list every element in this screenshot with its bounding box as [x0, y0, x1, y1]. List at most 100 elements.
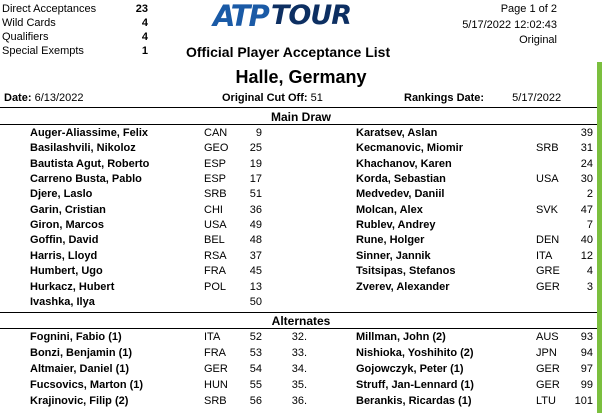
- player-country: JPN: [536, 347, 557, 359]
- player-name: Harris, Lloyd: [30, 249, 98, 262]
- player-name: Humbert, Ugo: [30, 265, 103, 278]
- player-rank: 45: [249, 265, 262, 278]
- player-rank: 12: [580, 249, 593, 262]
- player-rank: 97: [580, 363, 593, 375]
- player-country: GER: [204, 363, 228, 375]
- player-country: LTU: [536, 395, 556, 407]
- player-rank: 13: [249, 280, 262, 293]
- page-number: Page 1 of 2: [500, 3, 557, 15]
- player-rank: 49: [249, 219, 262, 232]
- player-country: GER: [536, 363, 560, 375]
- cutoff-value: 51: [310, 92, 323, 104]
- player-country: ITA: [204, 331, 221, 343]
- player-country: ITA: [536, 249, 553, 262]
- player-name: Djere, Laslo: [30, 188, 93, 201]
- player-name: Medvedev, Daniil: [356, 188, 445, 201]
- alternates-divider: [0, 328, 597, 329]
- player-name: Khachanov, Karen: [356, 157, 452, 170]
- player-country: GRE: [536, 265, 560, 278]
- date-label: Date:: [4, 92, 32, 104]
- rankings-date-value: 5/17/2022: [512, 92, 562, 104]
- player-country: CAN: [204, 127, 228, 139]
- count-label: Direct Acceptances: [2, 3, 97, 15]
- player-name: Zverev, Alexander: [356, 280, 450, 293]
- player-rank: 99: [580, 379, 593, 391]
- player-country: SRB: [204, 395, 227, 407]
- alternates-top-divider: [0, 312, 597, 313]
- count-label: Wild Cards: [2, 17, 56, 29]
- player-country: DEN: [536, 234, 560, 247]
- player-sequence: 33.: [291, 347, 307, 359]
- player-country: ESP: [204, 157, 227, 170]
- player-name: Bonzi, Benjamin (1): [30, 347, 133, 359]
- main-draw-heading: Main Draw: [270, 110, 331, 124]
- player-rank: 30: [580, 173, 593, 186]
- player-rank: 93: [580, 331, 593, 343]
- player-country: BEL: [204, 234, 225, 247]
- count-value: 23: [135, 3, 148, 15]
- player-name: Sinner, Jannik: [356, 249, 431, 262]
- player-name: Giron, Marcos: [30, 219, 104, 232]
- player-name: Hurkacz, Hubert: [30, 280, 115, 293]
- player-rank: 48: [249, 234, 262, 247]
- player-rank: 94: [580, 347, 593, 359]
- player-country: AUS: [536, 331, 559, 343]
- rankings-date-label: Rankings Date:: [404, 92, 485, 104]
- player-rank: 4: [586, 265, 593, 278]
- player-country: USA: [536, 173, 559, 186]
- player-rank: 52: [249, 331, 262, 343]
- player-sequence: 36.: [291, 395, 307, 407]
- count-value: 4: [141, 17, 148, 29]
- player-country: RSA: [204, 249, 227, 262]
- player-name: Millman, John (2): [356, 331, 446, 343]
- player-name: Fognini, Fabio (1): [30, 331, 122, 343]
- player-name: Rune, Holger: [356, 234, 425, 247]
- player-sequence: 35.: [291, 379, 307, 391]
- player-rank: 7: [586, 219, 593, 232]
- player-name: Garin, Cristian: [30, 203, 106, 216]
- player-name: Ivashka, Ilya: [30, 295, 95, 308]
- count-value: 4: [141, 31, 148, 43]
- player-name: Basilashvili, Nikoloz: [30, 142, 136, 155]
- player-name: Bautista Agut, Roberto: [30, 157, 150, 170]
- count-label: Qualifiers: [2, 31, 49, 43]
- player-rank: 25: [249, 142, 262, 155]
- alternates-heading: Alternates: [271, 314, 331, 328]
- logo-tour-text: TOUR: [271, 0, 352, 31]
- player-rank: 31: [580, 142, 593, 155]
- player-rank: 3: [586, 280, 593, 293]
- rankings-date: Rankings Date: 5/17/2022: [404, 92, 561, 104]
- player-rank: 50: [249, 295, 262, 308]
- player-rank: 51: [249, 188, 262, 201]
- player-name: Struff, Jan-Lennard (1): [356, 379, 474, 391]
- player-name: Karatsev, Aslan: [356, 127, 438, 139]
- player-rank: 47: [580, 203, 593, 216]
- list-version: Original: [519, 34, 557, 46]
- player-country: FRA: [204, 265, 226, 278]
- player-rank: 101: [574, 395, 593, 407]
- player-name: Tsitsipas, Stefanos: [356, 265, 456, 278]
- count-value: 1: [141, 45, 148, 57]
- document-title: Official Player Acceptance List: [186, 44, 391, 60]
- player-rank: 9: [255, 127, 262, 139]
- logo-atp-text: ATP: [213, 0, 270, 33]
- player-name: Gojowczyk, Peter (1): [356, 363, 464, 375]
- player-name: Auger-Aliassime, Felix: [30, 127, 148, 139]
- tournament-name: Halle, Germany: [235, 67, 367, 87]
- player-rank: 2: [586, 188, 593, 201]
- player-rank: 40: [580, 234, 593, 247]
- player-rank: 24: [580, 157, 593, 170]
- player-name: Kecmanovic, Miomir: [356, 142, 463, 155]
- player-rank: 56: [249, 395, 262, 407]
- player-rank: 17: [249, 173, 262, 186]
- header-divider: [0, 107, 597, 108]
- player-sequence: 32.: [291, 331, 307, 343]
- original-cutoff: Original Cut Off: 51: [222, 92, 323, 104]
- player-country: GER: [536, 379, 560, 391]
- player-name: Altmaier, Daniel (1): [30, 363, 130, 375]
- player-country: SRB: [536, 142, 559, 155]
- player-rank: 39: [580, 127, 593, 139]
- player-country: HUN: [204, 379, 228, 391]
- main-draw-divider: [0, 124, 597, 125]
